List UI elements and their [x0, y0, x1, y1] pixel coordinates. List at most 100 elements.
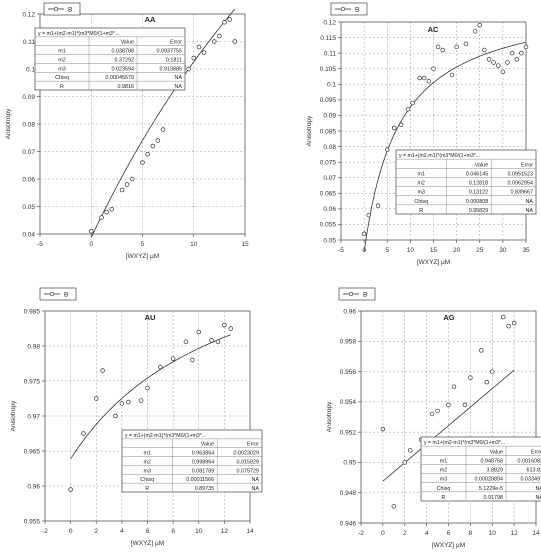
data-point [432, 67, 436, 71]
param-error: 0.839667 [511, 190, 533, 196]
param-name: Chisq [437, 486, 451, 492]
data-point [192, 56, 196, 60]
legend: B [331, 3, 367, 15]
param-value: 0.046145 [466, 171, 488, 177]
table-header-error: Error [247, 442, 259, 448]
x-tick-label: -5 [37, 241, 43, 248]
fit-equation: y = m1+(m2-m1)*(m3*M0/(1+m3*... [125, 433, 206, 439]
x-axis-label: [WXYZ] µM [417, 259, 450, 266]
param-name: Chisq [414, 199, 428, 205]
data-point [139, 399, 143, 403]
param-name: m1 [58, 49, 66, 55]
data-point [223, 20, 227, 24]
param-name: Chisq [140, 477, 154, 483]
data-point [468, 376, 472, 380]
param-value: 0.00020894 [475, 477, 503, 483]
data-point [151, 144, 155, 148]
data-point [492, 61, 496, 65]
param-value: 0.081789 [192, 468, 214, 474]
data-point [222, 323, 226, 327]
y-tick-label: 0.05 [323, 237, 336, 244]
x-tick-label: 8 [469, 530, 473, 537]
x-tick-label: 20 [453, 247, 461, 254]
param-value: 0.948758 [481, 458, 503, 464]
data-point [105, 210, 109, 214]
data-point [464, 42, 468, 46]
y-tick-label: 0.96 [27, 483, 40, 490]
y-tick-label: 0.954 [340, 399, 357, 406]
param-name: m1 [143, 451, 151, 457]
data-point [101, 369, 105, 373]
x-tick-label: 0 [89, 241, 93, 248]
legend: B [40, 288, 76, 300]
param-error: 0.0023029 [234, 451, 259, 457]
param-name: m1 [440, 458, 448, 464]
x-tick-label: 25 [476, 247, 484, 254]
data-point [418, 76, 422, 80]
param-value: 0.12818 [469, 181, 489, 187]
data-point [482, 48, 486, 52]
data-point [120, 188, 124, 192]
param-name: m3 [417, 190, 425, 196]
data-point [473, 29, 477, 33]
param-value: 0.9816 [118, 84, 135, 90]
param-value: 5.1229e-5 [479, 486, 503, 492]
data-point [233, 40, 237, 44]
data-point [212, 40, 216, 44]
x-tick-label: 5 [141, 241, 145, 248]
param-value: 0.37292 [115, 57, 135, 63]
y-tick-label: 0.965 [24, 448, 41, 455]
param-name: m2 [143, 459, 151, 465]
data-point [114, 414, 118, 418]
x-tick-label: 15 [241, 241, 249, 248]
table-header-value: Value [475, 162, 488, 168]
y-tick-label: 0.115 [320, 35, 336, 42]
y-tick-label: 0.95 [343, 460, 356, 467]
data-point [197, 330, 201, 334]
data-point [210, 339, 214, 343]
data-point [367, 213, 371, 217]
param-value: 0.038788 [112, 49, 134, 55]
y-tick-label: 0.96 [343, 308, 356, 315]
y-tick-label: 0.11 [324, 50, 337, 57]
y-tick-label: 0.07 [323, 175, 336, 182]
param-name: R [442, 495, 446, 501]
y-tick-label: 0.958 [340, 339, 357, 346]
x-tick-label: 14 [532, 530, 540, 537]
y-tick-label: 0.05 [22, 204, 35, 211]
legend-label: B [363, 292, 367, 299]
data-point [441, 48, 445, 52]
x-tick-label: 0 [381, 530, 385, 537]
y-tick-label: 0.11 [23, 39, 36, 46]
param-error: NA [175, 84, 183, 90]
param-value: 0.91798 [484, 495, 504, 501]
table-header-value: Value [201, 442, 214, 448]
y-tick-label: 0.065 [320, 191, 337, 198]
x-tick-label: 14 [246, 528, 254, 535]
data-point [411, 101, 415, 105]
param-error: NA [536, 486, 541, 492]
param-error: 0.0951523 [508, 171, 533, 177]
data-point [455, 45, 459, 49]
param-error: 0.015829 [237, 459, 259, 465]
data-point [427, 79, 431, 83]
data-point [202, 51, 206, 55]
param-error: NA [252, 477, 260, 483]
data-point [156, 139, 160, 143]
param-error: 0.033497 [521, 477, 541, 483]
param-value: 0.95829 [469, 208, 489, 214]
data-point [490, 370, 494, 374]
y-tick-label: 0.08 [22, 121, 35, 128]
y-tick-label: 0.07 [22, 149, 35, 156]
data-point [408, 448, 412, 452]
legend-marker [341, 7, 345, 11]
x-axis-label: [WXYZ] µM [432, 542, 465, 549]
param-error: NA [536, 495, 541, 501]
data-point [422, 76, 426, 80]
